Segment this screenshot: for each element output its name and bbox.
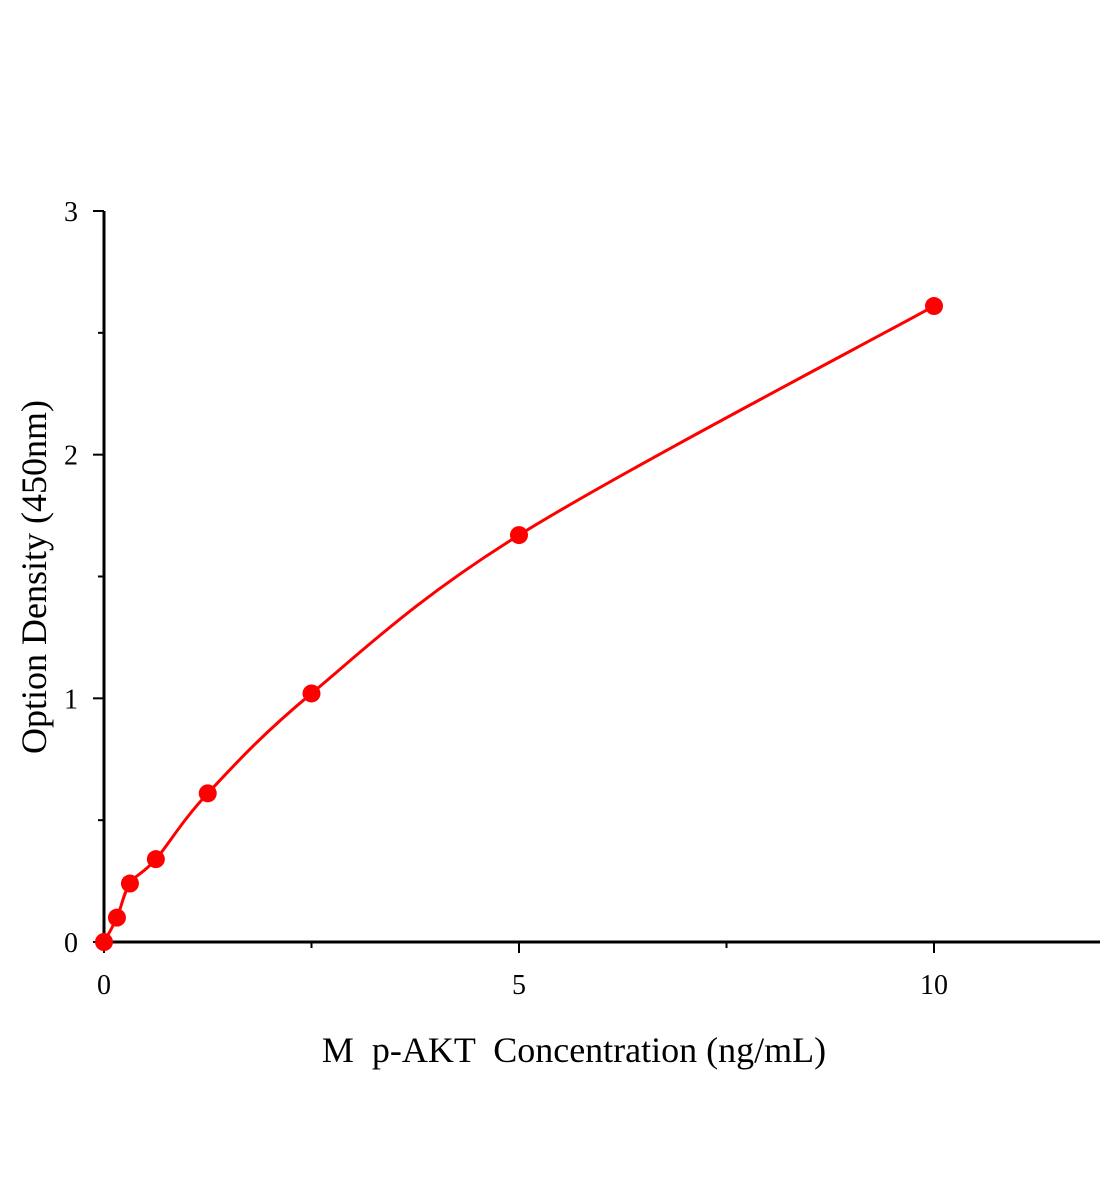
y-tick-label: 2 [64, 441, 78, 472]
y-tick-label: 0 [64, 928, 78, 959]
y-tick-label: 1 [64, 684, 78, 715]
data-point [302, 684, 321, 703]
axes [102, 211, 1100, 944]
data-point [146, 850, 165, 869]
data-point [198, 784, 217, 803]
data-point [107, 908, 126, 927]
y-tick-label: 3 [64, 197, 78, 228]
data-point [925, 297, 943, 316]
x-tick-label: 0 [97, 970, 111, 1001]
fit-curve [102, 304, 935, 943]
x-axis-label: M p-AKT Concentration (ng/mL) [322, 1030, 826, 1070]
data-point [510, 526, 528, 545]
x-tick-label: 5 [512, 970, 526, 1001]
data-points [95, 297, 943, 951]
x-tick-label: 10 [920, 970, 948, 1001]
data-point [95, 933, 113, 951]
data-point [120, 874, 139, 893]
ticks: 0 5 10 0 1 2 3 [64, 197, 948, 1001]
y-axis-label: Option Density (450nm) [14, 400, 54, 754]
